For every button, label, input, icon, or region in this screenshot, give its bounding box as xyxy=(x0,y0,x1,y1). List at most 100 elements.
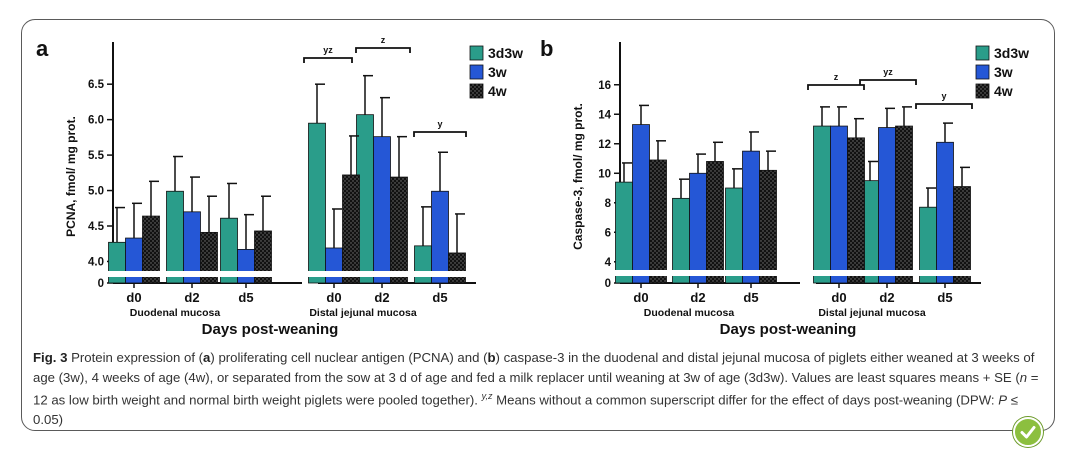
legend-swatch-3w xyxy=(469,64,484,80)
x-tick-label: d5 xyxy=(743,290,758,305)
y-tick-label: 10 xyxy=(598,168,611,180)
y-tick-label: 6.5 xyxy=(88,79,105,91)
caption-superscript: y,z xyxy=(481,391,493,401)
significance-bracket xyxy=(915,103,973,109)
caption-panel-b: b xyxy=(487,350,496,365)
bar-4w-d0 xyxy=(342,174,360,284)
caption-panel-a: a xyxy=(203,350,211,365)
y-tick-label: 14 xyxy=(598,109,611,121)
axis-break-band xyxy=(614,270,983,276)
figure-caption: Fig. 3 Protein expression of (a) prolife… xyxy=(33,348,1043,429)
bar-4w-d2 xyxy=(895,125,913,284)
bar-4w-d0 xyxy=(649,159,667,284)
caption-n: n xyxy=(1019,369,1028,385)
bar-3w-d5 xyxy=(237,248,255,284)
caption-text-6: ≤ 0.05) xyxy=(33,392,1018,427)
x-tick-label: d5 xyxy=(937,290,952,305)
bar-4w-d2 xyxy=(706,161,724,284)
y-tick-label: 16 xyxy=(598,80,611,92)
bar-3d3w-d5 xyxy=(414,245,432,284)
group-label: Distal jejunal mucosa xyxy=(818,307,926,319)
y-tick-label: 6 xyxy=(605,227,611,239)
group-label: Distal jejunal mucosa xyxy=(309,307,417,319)
caption-text-3: ) caspase-3 in the duodenal and distal j… xyxy=(33,350,1035,385)
x-tick-label: d0 xyxy=(633,290,648,305)
y-axis-label: PCNA, fmol/ mg prot. xyxy=(64,116,78,237)
legend-label-3d3w: 3d3w xyxy=(994,45,1029,61)
panel-letter: a xyxy=(36,36,49,61)
bar-3w-d2 xyxy=(689,172,707,284)
legend-label-3d3w: 3d3w xyxy=(488,45,523,61)
open-access-check-icon xyxy=(1013,417,1043,447)
significance-bracket xyxy=(413,131,467,137)
caption-text-1: Protein expression of ( xyxy=(67,350,204,365)
y-tick-label: 4.5 xyxy=(88,221,105,233)
x-tick-label: d0 xyxy=(831,290,846,305)
significance-bracket xyxy=(859,79,917,85)
significance-superscript: yz xyxy=(323,45,333,55)
significance-bracket xyxy=(355,47,411,53)
x-tick-label: d5 xyxy=(432,290,447,305)
caption-p: P xyxy=(998,392,1008,408)
x-tick-label: d2 xyxy=(184,290,199,305)
x-tick-label: d2 xyxy=(879,290,894,305)
y-tick-label: 8 xyxy=(605,198,612,210)
significance-superscript: yz xyxy=(883,67,893,77)
legend-label-4w: 4w xyxy=(488,83,507,99)
bar-4w-d5 xyxy=(953,186,971,284)
bar-3w-d5 xyxy=(936,141,954,284)
x-tick-label: d5 xyxy=(238,290,253,305)
legend-swatch-3d3w xyxy=(975,45,990,61)
significance-superscript: y xyxy=(437,119,442,129)
bar-3w-d5 xyxy=(742,150,760,284)
panel-a-pcna-chart: a 4.0 4.5 5.0 5.5 6.0 6.5 0 PCNA, fmol/ mg prot.… xyxy=(36,35,523,338)
bar-3w-d0 xyxy=(632,124,650,284)
significance-superscript: z xyxy=(381,35,386,45)
x-axis-label: Days post-weaning xyxy=(202,321,339,338)
legend-swatch-3d3w xyxy=(469,45,484,61)
bar-3d3w-d0 xyxy=(615,181,633,284)
caption-text-2: ) proliferating cell nuclear antigen (PC… xyxy=(210,350,488,365)
x-tick-label: d0 xyxy=(326,290,341,305)
y-tick-label: 0 xyxy=(605,278,611,290)
legend-swatch-4w xyxy=(469,83,484,99)
bar-3w-d0 xyxy=(830,125,848,284)
figure-charts: a 4.0 4.5 5.0 5.5 6.0 6.5 0 PCNA, fmol/ mg prot.… xyxy=(36,35,1029,338)
legend-label-3w: 3w xyxy=(994,64,1013,80)
axis-break-band xyxy=(107,271,478,277)
x-axis-label: Days post-weaning xyxy=(720,321,857,338)
group-label: Duodenal mucosa xyxy=(644,307,735,319)
legend-swatch-4w xyxy=(975,83,990,99)
significance-bracket xyxy=(807,84,865,90)
significance-superscript: y xyxy=(941,91,946,101)
bar-4w-d0 xyxy=(847,137,865,284)
bar-3d3w-d0 xyxy=(308,122,326,284)
y-tick-label: 6.0 xyxy=(88,115,104,127)
y-tick-label: 12 xyxy=(598,139,611,151)
y-tick-label: 5.5 xyxy=(88,150,105,162)
y-tick-label: 5.0 xyxy=(88,186,104,198)
bar-3d3w-d0 xyxy=(813,125,831,284)
caption-text-4: = 12 as low birth weight and normal birt… xyxy=(33,369,1039,408)
x-tick-label: d2 xyxy=(690,290,705,305)
bar-3d3w-d2 xyxy=(166,190,184,284)
legend-label-3w: 3w xyxy=(488,64,507,80)
bar-4w-d5 xyxy=(759,169,777,284)
x-tick-label: d2 xyxy=(374,290,389,305)
x-tick-label: d0 xyxy=(126,290,141,305)
significance-bracket xyxy=(303,57,353,63)
legend-swatch-3w xyxy=(975,64,990,80)
panel-letter: b xyxy=(540,36,553,61)
bar-3d3w-d5 xyxy=(725,187,743,284)
y-tick-label: 4.0 xyxy=(88,256,104,268)
bar-3w-d2 xyxy=(373,136,391,284)
significance-superscript: z xyxy=(834,72,839,82)
y-tick-label: 0 xyxy=(98,278,104,290)
legend-label-4w: 4w xyxy=(994,83,1013,99)
bar-3w-d2 xyxy=(878,127,896,284)
bar-4w-d2 xyxy=(390,176,408,284)
panel-b-caspase-chart: b 4 6 8 10 12 14 16 0 Caspase-3, fmol/ mg prot. d0… xyxy=(540,36,1029,338)
group-label: Duodenal mucosa xyxy=(130,307,221,319)
bar-3w-d5 xyxy=(431,190,449,284)
caption-fig-label: Fig. 3 xyxy=(33,350,68,365)
